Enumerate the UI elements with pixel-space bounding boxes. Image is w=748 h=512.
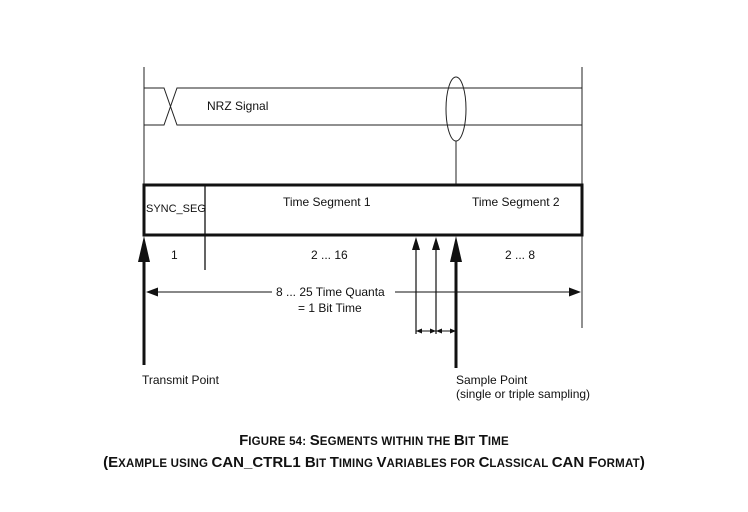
transmit-point-label: Transmit Point [142,373,220,387]
figure-caption-line2: (EXAMPLE USING CAN_CTRL1 BIT TIMING VARI… [0,454,748,471]
ts1-label: Time Segment 1 [283,195,371,209]
caption-run: V [376,454,387,471]
caption-run: EGMENTS WITHIN THE [319,436,454,448]
sample-point-note: (single or triple sampling) [456,387,590,401]
sample-point-label: Sample Point [456,373,528,387]
ts2-quanta: 2 ... 8 [505,248,535,262]
quanta-spacing-arrows [416,328,456,334]
caption-run: XAMPLE USING [118,458,212,470]
ts2-label: Time Segment 2 [472,195,560,209]
caption-run: B [453,432,465,449]
caption-run: ) [639,454,645,471]
caption-run: ARIABLES FOR [386,458,479,470]
bit-time-equals-label: = 1 Bit Time [298,301,362,315]
caption-run: T [329,454,339,471]
sample-ellipse [445,76,467,142]
caption-run: IT [315,458,330,470]
sync-quanta: 1 [171,248,178,262]
ts1-quanta: 2 ... 16 [311,248,348,262]
caption-run: T [478,432,488,449]
caption-run: LASSICAL [489,458,552,470]
caption-run: IT [464,436,479,448]
caption-run: F [239,432,249,449]
nrz-signal-label: NRZ Signal [207,99,268,113]
caption-run: ORMAT [597,458,640,470]
caption-run: CAN F [551,454,598,471]
figure-caption-line1: FIGURE 54: SEGMENTS WITHIN THE BIT TIME [0,432,748,449]
caption-run: IGURE 54: [248,436,310,448]
nrz-signal [144,87,582,126]
caption-run: (E [103,454,119,471]
caption-run: S [309,432,320,449]
caption-run: IME [487,436,509,448]
sample-arrow-head [450,236,462,262]
triple-sample-arrow-2-head [432,237,440,250]
caption-run: C [478,454,490,471]
sync-seg-label: SYNC_SEG [146,203,206,215]
triple-sample-arrow-1-head [412,237,420,250]
transmit-arrow-head [138,236,150,262]
bit-time-box [142,183,584,237]
bit-time-dimension [146,287,581,297]
bit-time-quanta-label: 8 ... 25 Time Quanta [276,285,385,299]
caption-run: CAN_CTRL1 B [211,454,316,471]
caption-run: IMING [338,458,377,470]
